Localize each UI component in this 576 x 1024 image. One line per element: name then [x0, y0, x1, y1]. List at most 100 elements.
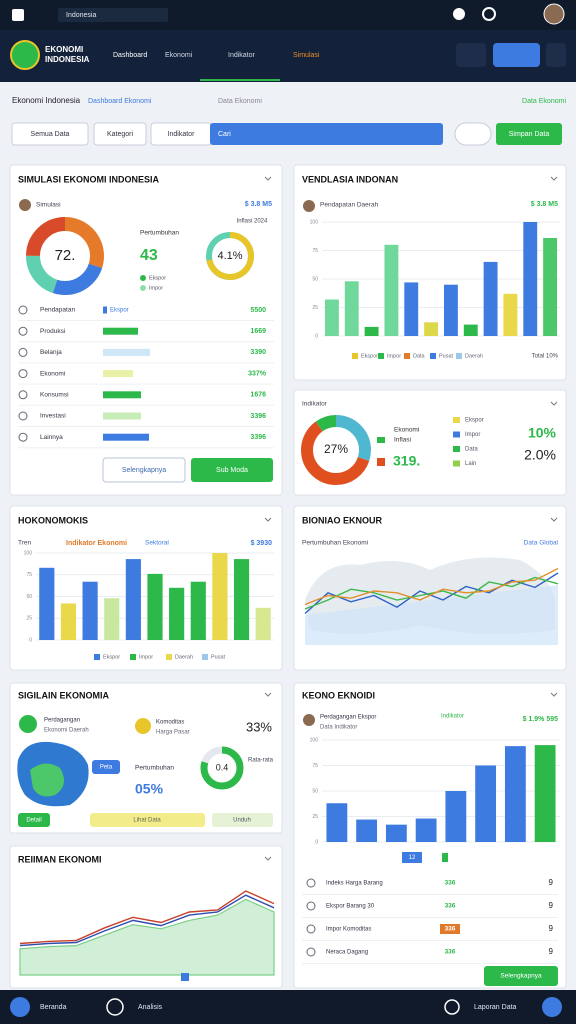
nav-button[interactable]	[493, 43, 540, 67]
menu-icon[interactable]	[12, 9, 24, 21]
button-label[interactable]: Sub Moda	[216, 467, 248, 474]
nav-tab[interactable]: Indikator	[228, 52, 256, 59]
collapse-icon[interactable]	[264, 856, 272, 861]
nav-button[interactable]	[456, 43, 486, 67]
filter-button[interactable]	[11, 122, 89, 146]
button-label[interactable]: Simpan Data	[509, 131, 550, 138]
label: Inflasi	[394, 437, 411, 444]
legend-label: Daerah	[175, 654, 193, 660]
bottom-label[interactable]: Beranda	[40, 1004, 67, 1011]
legend-swatch	[94, 654, 100, 660]
bar	[125, 559, 141, 640]
legend-label: Ekspor	[149, 275, 166, 281]
donut-segment	[26, 217, 104, 295]
card-button[interactable]	[484, 966, 558, 986]
label: Perdagangan	[44, 718, 80, 724]
bar	[504, 746, 526, 842]
button-label[interactable]: Peta	[100, 765, 113, 771]
filter-label[interactable]: Kategori	[107, 131, 134, 138]
collapse-icon[interactable]	[550, 517, 558, 522]
card-button[interactable]	[90, 813, 205, 827]
avatar	[303, 200, 315, 212]
row-icon	[18, 369, 28, 379]
donut-center: 72.	[55, 247, 76, 264]
bottom-label[interactable]: Analisis	[138, 1004, 163, 1011]
legend-label: Data	[413, 353, 426, 359]
nav-button[interactable]	[546, 43, 566, 67]
label: Indeks Harga Barang	[326, 881, 383, 887]
button-label[interactable]: Lihat Data	[133, 818, 161, 824]
card-title: SIGILAIN EKONOMIA	[18, 690, 110, 700]
breadcrumb-link[interactable]: Data Ekonomi	[522, 98, 566, 105]
bottom-icon[interactable]	[106, 998, 124, 1016]
legend-swatch	[453, 417, 460, 423]
legend-swatch	[453, 460, 460, 467]
action-button[interactable]	[496, 123, 562, 145]
card-button[interactable]	[191, 458, 273, 482]
collapse-icon[interactable]	[264, 692, 272, 697]
stat-value: 33%	[246, 719, 272, 734]
button-label[interactable]: Unduh	[233, 818, 251, 824]
button-label[interactable]: Detail	[26, 818, 41, 824]
label: Pertumbuhan Ekonomi	[302, 540, 368, 547]
bar	[443, 284, 458, 336]
collapse-icon[interactable]	[264, 176, 272, 181]
filter-button[interactable]	[93, 122, 147, 146]
legend-label: Ekspor	[361, 353, 378, 359]
label: Data Global	[524, 540, 559, 547]
search-text[interactable]: Cari	[218, 131, 231, 138]
legend-label: Daerah	[465, 353, 483, 359]
icon	[377, 437, 385, 443]
notification-icon[interactable]	[453, 8, 465, 20]
card-button[interactable]	[212, 813, 273, 827]
search-box[interactable]	[210, 123, 443, 145]
search-text[interactable]: Indonesia	[66, 12, 96, 19]
legend-dot	[140, 285, 146, 291]
top-search[interactable]	[58, 8, 168, 22]
breadcrumb-link[interactable]: Dashboard Ekonomi	[88, 98, 152, 105]
stat-value: 43	[140, 247, 158, 264]
card-button[interactable]	[102, 457, 186, 483]
label: Harga Pasar	[156, 730, 190, 736]
row-icon	[18, 347, 28, 357]
collapse-icon[interactable]	[264, 517, 272, 522]
bottom-icon[interactable]	[10, 997, 30, 1017]
y-tick-label: 75	[26, 572, 32, 578]
filter-label[interactable]: Indikator	[168, 131, 196, 138]
nav-tab[interactable]: Ekonomi	[165, 52, 193, 59]
button-label[interactable]: Selengkapnya	[122, 467, 166, 474]
bottom-label[interactable]: Laporan Data	[474, 1004, 517, 1011]
donut-segment	[301, 415, 371, 485]
label: Total 10%	[532, 354, 559, 360]
card-title: BIONIAO EKNOUR	[302, 515, 383, 525]
bottom-icon[interactable]	[542, 997, 562, 1017]
collapse-icon[interactable]	[550, 176, 558, 181]
filter-label[interactable]: Semua Data	[31, 131, 70, 138]
bar	[424, 322, 439, 336]
y-tick-label: 100	[310, 219, 319, 225]
bar	[534, 745, 556, 842]
toggle[interactable]	[454, 122, 492, 146]
row-value: 3396	[250, 434, 266, 441]
brand-logo[interactable]	[10, 40, 40, 70]
map-button[interactable]	[92, 760, 120, 774]
legend-dot	[140, 275, 146, 281]
line	[19, 890, 275, 945]
bottom-icon[interactable]	[444, 999, 460, 1015]
label: Ekonomi	[40, 370, 65, 377]
card-title: KEONO EKNOIDI	[302, 690, 375, 700]
collapse-icon[interactable]	[550, 692, 558, 697]
collapse-icon[interactable]	[550, 401, 558, 406]
card-button[interactable]	[18, 813, 50, 827]
label: Perdagangan Ekspor	[320, 715, 376, 721]
button-label[interactable]: Selengkapnya	[500, 973, 542, 980]
avatar[interactable]	[543, 3, 565, 25]
nav-tab[interactable]: Simulasi	[293, 52, 320, 59]
label: Indikator	[302, 401, 328, 408]
help-icon[interactable]	[482, 7, 496, 21]
area	[19, 898, 275, 976]
card	[293, 164, 567, 381]
icon	[377, 458, 385, 466]
label: Pertumbuhan	[135, 765, 174, 772]
nav-tab[interactable]: Dashboard	[113, 52, 147, 59]
